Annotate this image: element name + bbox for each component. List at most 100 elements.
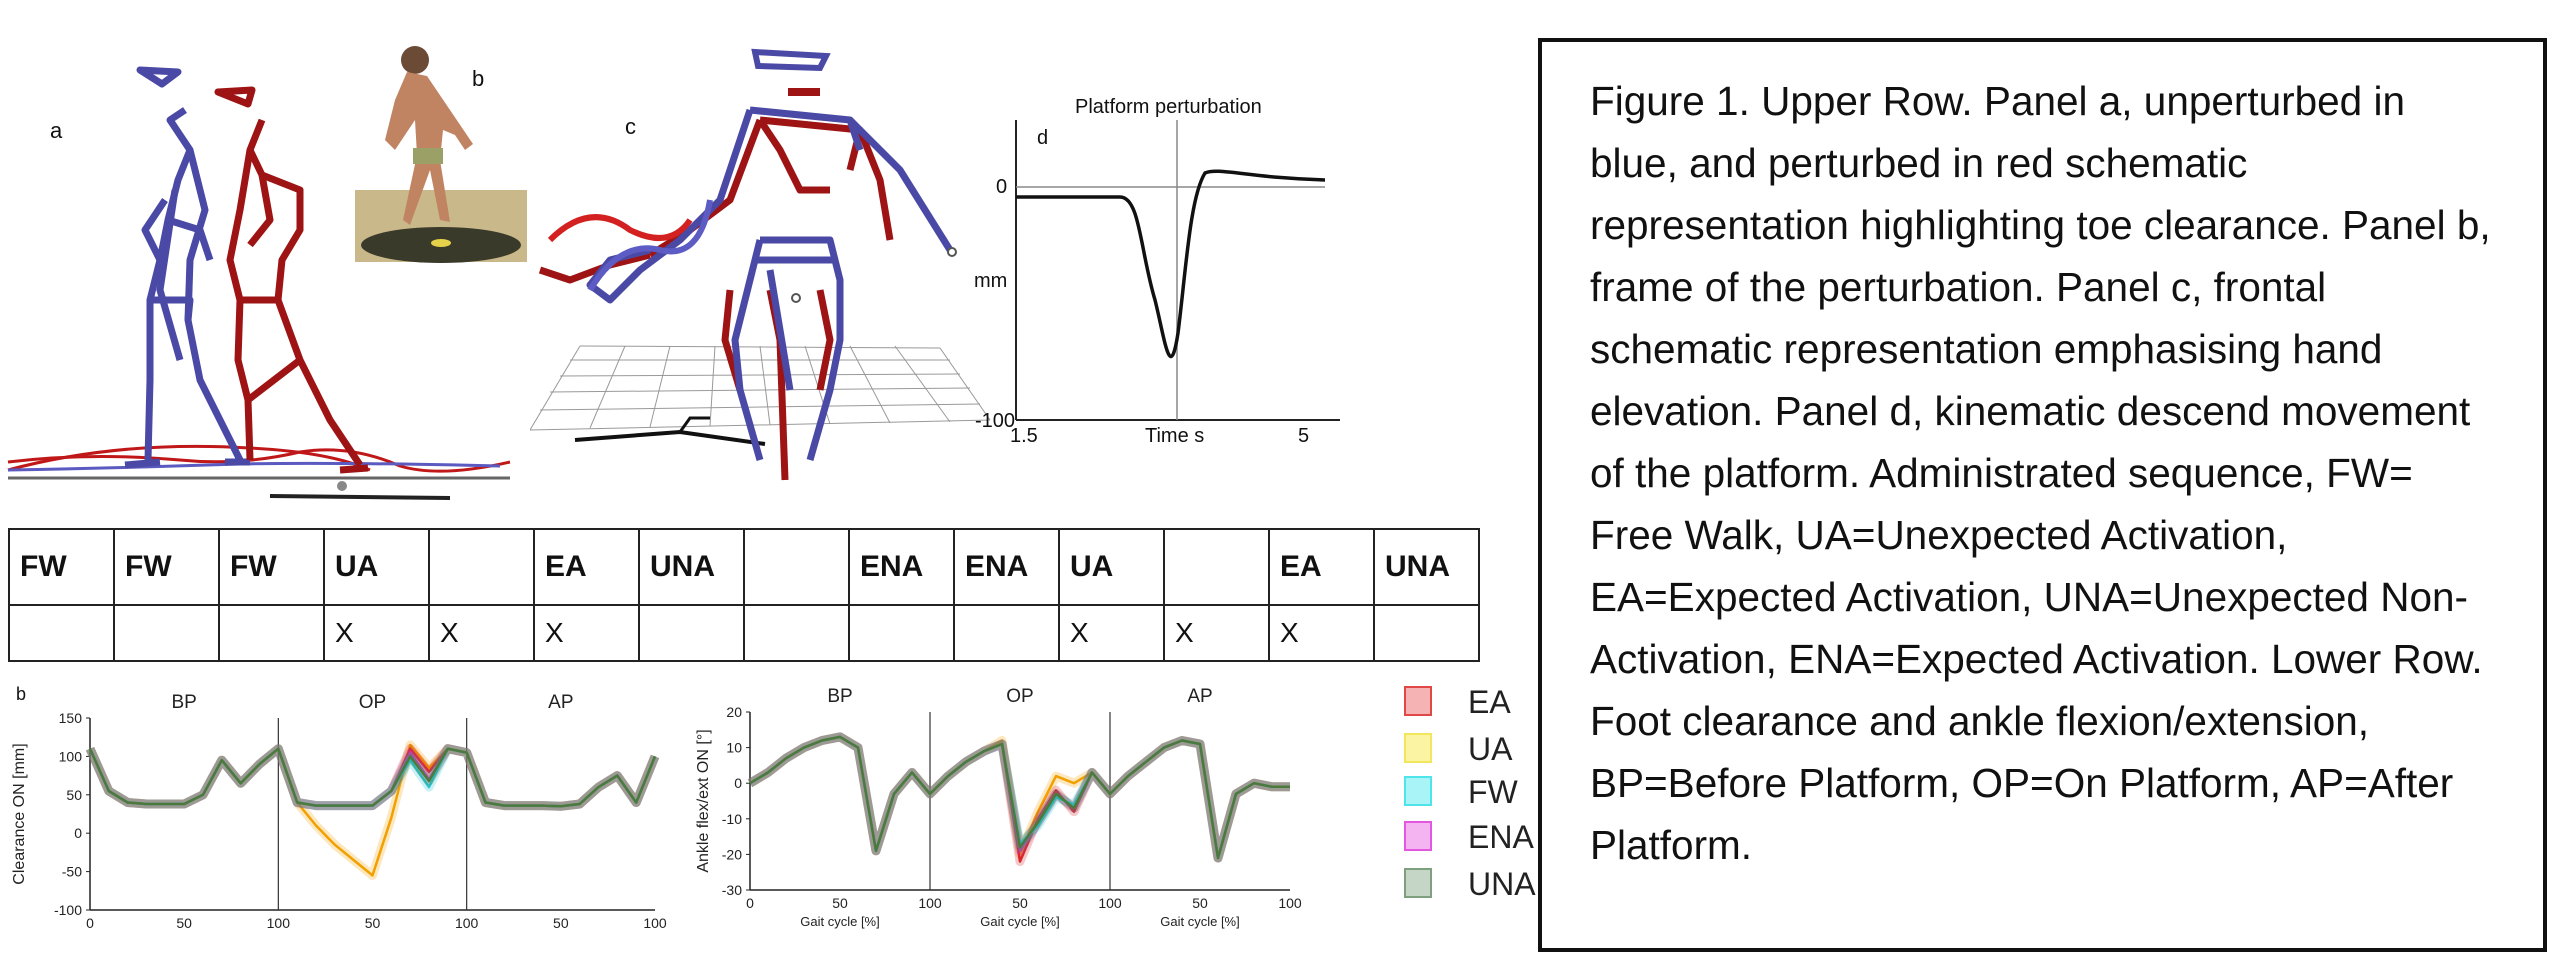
series-band-ena: [85, 744, 660, 811]
y-tick-label: -100: [54, 902, 82, 918]
series-band-ua: [85, 740, 660, 880]
platform-perturbation-chart: [990, 85, 1350, 455]
sequence-mark-row: X X X X X X: [8, 604, 1480, 662]
x-axis-label: Gait cycle [%]: [800, 914, 879, 929]
y-axis-label: Ankle flex/ext ON [°]: [695, 729, 712, 872]
x-tick-label: 100: [1098, 895, 1122, 911]
sequence-header-cell: FW: [218, 528, 325, 606]
y-tick-label: 10: [726, 740, 742, 756]
series-line-ena: [88, 747, 657, 808]
y-tick-label: -20: [722, 846, 742, 862]
sequence-mark-cell: [8, 604, 115, 662]
legend-swatch: [1404, 821, 1432, 851]
sequence-header-cell: FW: [113, 528, 220, 606]
y-tick-label: -50: [62, 864, 82, 880]
sequence-mark-cell: X: [1268, 604, 1375, 662]
series-line-una: [88, 747, 657, 808]
sequence-mark-cell: [848, 604, 955, 662]
y-axis-label: Clearance ON [mm]: [11, 743, 28, 884]
sequence-mark-cell: X: [323, 604, 430, 662]
x-tick-label: 50: [1012, 895, 1028, 911]
platform-ytick-0: 0: [996, 176, 1008, 198]
sequence-mark-cell: X: [533, 604, 640, 662]
sequence-mark-cell: X: [428, 604, 535, 662]
panel-a-stick-figures: [0, 0, 520, 500]
x-tick-label: 0: [746, 895, 754, 911]
sequence-mark-cell: [218, 604, 325, 662]
legend-label: EA: [1468, 684, 1511, 720]
panel-a-label: a: [50, 118, 63, 143]
sequence-mark-cell: [638, 604, 745, 662]
legend-swatch: [1404, 776, 1432, 806]
platform-xlabel: Time s: [1145, 425, 1205, 447]
x-tick-label: 100: [1278, 895, 1302, 911]
x-tick-label: 50: [832, 895, 848, 911]
sequence-header-cell: [743, 528, 850, 606]
sequence-mark-cell: [743, 604, 850, 662]
panel-b-photo: [355, 40, 530, 265]
phase-label: BP: [827, 686, 852, 707]
legend-item-ea: EA: [1404, 680, 1534, 724]
platform-xtick-start: 1.5: [1010, 425, 1038, 447]
phase-label: BP: [171, 692, 196, 713]
phase-label: OP: [359, 692, 386, 713]
legend-swatch: [1404, 868, 1432, 898]
x-tick-label: 50: [553, 915, 569, 931]
y-tick-label: 50: [66, 787, 82, 803]
panel-d-label: d: [1037, 127, 1049, 149]
series-line-una: [749, 735, 1290, 860]
sequence-header-cell: UNA: [638, 528, 745, 606]
series-band-una: [85, 744, 660, 811]
sequence-header-cell: UA: [1058, 528, 1165, 606]
series-line-fw: [88, 747, 657, 808]
x-tick-label: 50: [1192, 895, 1208, 911]
y-tick-label: 0: [74, 825, 82, 841]
lower-panel-b-label: b: [16, 684, 27, 704]
series-line-ua: [88, 743, 657, 877]
panel-b-label: b: [472, 66, 485, 91]
sequence-header-cell: [1163, 528, 1270, 606]
legend-label: UNA: [1468, 866, 1536, 902]
sequence-header-cell: EA: [533, 528, 640, 606]
sequence-mark-cell: [953, 604, 1060, 662]
y-tick-label: 0: [734, 775, 742, 791]
x-axis-label: Gait cycle [%]: [1160, 914, 1239, 929]
legend-item-ua: UA: [1404, 727, 1534, 771]
legend-item-fw: FW: [1404, 770, 1534, 814]
platform-xtick-end: 5: [1298, 425, 1310, 447]
caption-box: Figure 1. Upper Row. Panel a, unperturbe…: [1538, 38, 2547, 952]
sequence-header-cell: EA: [1268, 528, 1375, 606]
legend-item-ena: ENA: [1404, 815, 1534, 859]
x-tick-label: 0: [86, 915, 94, 931]
phase-label: OP: [1006, 686, 1033, 707]
sequence-header-cell: ENA: [848, 528, 955, 606]
legend-label: UA: [1468, 731, 1513, 767]
x-tick-label: 100: [643, 915, 667, 931]
sequence-header-cell: UA: [323, 528, 430, 606]
sequence-header-cell: FW: [8, 528, 115, 606]
x-tick-label: 100: [267, 915, 291, 931]
sequence-mark-cell: [1373, 604, 1480, 662]
figure-caption: Figure 1. Upper Row. Panel a, unperturbe…: [1590, 78, 2491, 868]
y-tick-label: 20: [726, 704, 742, 720]
legend-label: FW: [1468, 774, 1518, 810]
x-tick-label: 100: [918, 895, 942, 911]
platform-chart-title: Platform perturbation: [1075, 96, 1262, 118]
legend-swatch: [1404, 686, 1432, 716]
x-tick-label: 50: [365, 915, 381, 931]
x-tick-label: 50: [176, 915, 192, 931]
y-tick-label: -30: [722, 882, 742, 898]
phase-label: AP: [548, 692, 573, 713]
x-tick-label: 100: [455, 915, 479, 931]
sequence-header-row: FW FW FW UA EA UNA ENA ENA UA EA UNA: [8, 528, 1480, 606]
series-band-fw: [85, 744, 660, 811]
sequence-header-cell: ENA: [953, 528, 1060, 606]
sequence-table: FW FW FW UA EA UNA ENA ENA UA EA UNA X X…: [8, 528, 1480, 662]
sequence-mark-cell: X: [1058, 604, 1165, 662]
phase-label: AP: [1187, 686, 1212, 707]
platform-ylabel: mm: [974, 270, 1008, 292]
panel-c-label: c: [625, 114, 636, 139]
series-line-ea: [88, 747, 657, 808]
